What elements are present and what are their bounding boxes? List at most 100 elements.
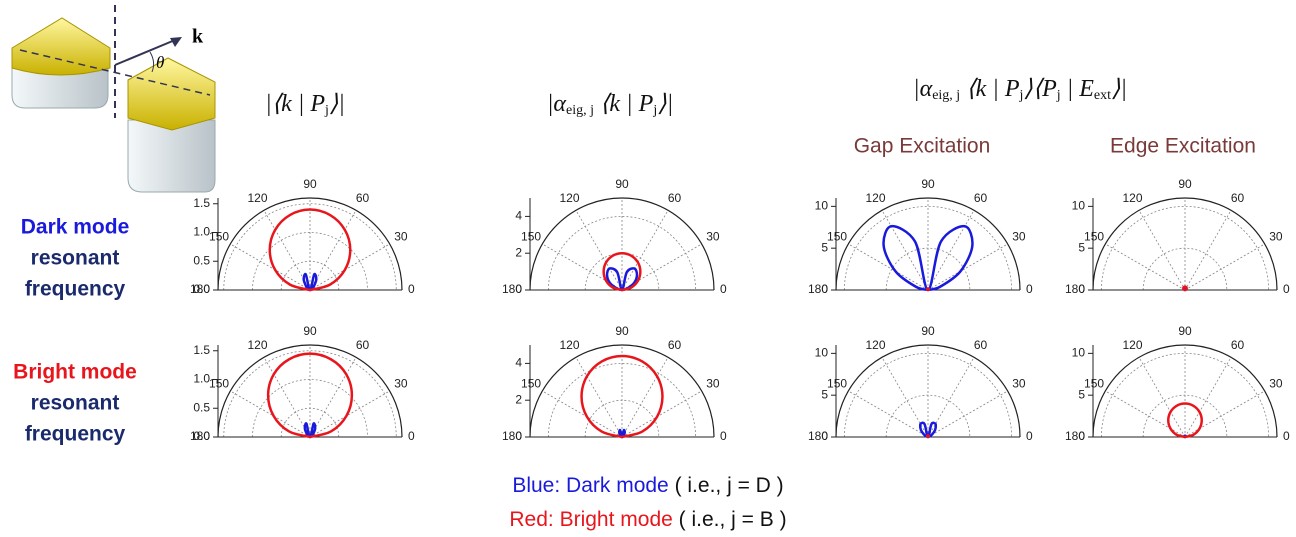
legend-part: Blue: Dark mode bbox=[512, 474, 668, 497]
polar-chart: 0 2 4 0 30 60 90 120 150 180 bbox=[502, 177, 727, 296]
angle-grid bbox=[1105, 390, 1186, 438]
angle-label: 180 bbox=[1065, 429, 1085, 443]
polar-curve bbox=[925, 434, 931, 439]
grid-circle bbox=[223, 203, 397, 291]
angle-label: 60 bbox=[356, 338, 370, 352]
angle-label: 120 bbox=[247, 191, 267, 205]
right-gold bbox=[127, 57, 216, 131]
formula-part: ⟨k | P bbox=[960, 76, 1020, 102]
y-tick-label: 2 bbox=[515, 245, 522, 259]
formula: |αeig, j ⟨k | Pj⟩| bbox=[547, 91, 673, 119]
angle-label: 30 bbox=[1012, 230, 1026, 244]
legend-line: Blue: Dark mode ( i.e., j = D ) bbox=[512, 474, 783, 497]
grid-circle bbox=[223, 350, 397, 438]
y-tick-label: 10 bbox=[815, 346, 829, 360]
outer-arc bbox=[1092, 344, 1278, 438]
angle-grid bbox=[1138, 210, 1186, 291]
outer-arc bbox=[1092, 197, 1278, 291]
y-tick-label: 5 bbox=[821, 387, 828, 401]
angle-grid bbox=[309, 243, 390, 291]
y-tick-label: 5 bbox=[821, 240, 828, 254]
polar-curve bbox=[580, 354, 664, 439]
y-tick-label: 0.5 bbox=[193, 400, 210, 414]
angle-label: 180 bbox=[190, 282, 210, 296]
formula-part: eig, j bbox=[932, 88, 960, 103]
arrowhead bbox=[170, 37, 182, 47]
right-base bbox=[127, 119, 216, 193]
angle-grid bbox=[621, 210, 669, 291]
angle-label: 60 bbox=[356, 191, 370, 205]
y-tick-label: 2 bbox=[515, 392, 522, 406]
angle-grid bbox=[230, 390, 311, 438]
angle-label: 180 bbox=[1065, 282, 1085, 296]
angle-grid bbox=[263, 357, 311, 438]
angle-label: 0 bbox=[720, 282, 727, 296]
angle-label: 90 bbox=[1178, 177, 1192, 191]
formula-part: |α bbox=[913, 76, 933, 102]
outer-arc bbox=[529, 344, 715, 438]
nanoprism-diagram: k θ bbox=[11, 5, 216, 193]
angle-label: 90 bbox=[1178, 324, 1192, 338]
polar-curve bbox=[303, 422, 317, 439]
angle-label: 60 bbox=[974, 191, 988, 205]
grid-circle bbox=[252, 232, 368, 291]
angle-grid bbox=[1105, 243, 1186, 291]
angle-label: 30 bbox=[706, 230, 720, 244]
legend-part: Red: Bright mode bbox=[509, 508, 672, 531]
formula-part: j bbox=[1018, 88, 1023, 103]
angle-label: 0 bbox=[1283, 282, 1290, 296]
theta-arc bbox=[149, 51, 155, 73]
legend: Blue: Dark mode ( i.e., j = D ) Red: Brig… bbox=[509, 474, 786, 531]
formula-part: ⟩⟨P bbox=[1023, 76, 1057, 102]
y-tick-label: 0.5 bbox=[193, 253, 210, 267]
angle-label: 120 bbox=[559, 191, 579, 205]
angle-label: 60 bbox=[974, 338, 988, 352]
angle-grid bbox=[1184, 357, 1232, 438]
grid-circle bbox=[548, 216, 696, 291]
y-tick-label: 4 bbox=[515, 209, 522, 223]
y-tick-label: 0 bbox=[515, 429, 522, 443]
angle-grid bbox=[621, 357, 669, 438]
angle-grid bbox=[621, 390, 702, 438]
formula-part: j bbox=[1056, 88, 1061, 103]
angle-label: 30 bbox=[706, 377, 720, 391]
y-tick-label: 5 bbox=[1078, 387, 1085, 401]
angle-grid bbox=[848, 243, 929, 291]
angle-label: 30 bbox=[1269, 230, 1283, 244]
polar-chart: 0 5 10 0 30 60 90 120 150 180 bbox=[1065, 324, 1290, 443]
formula: |αeig, j ⟨k | Pj⟩⟨Pj | Eext⟩| bbox=[913, 76, 1127, 104]
y-tick-label: 4 bbox=[515, 356, 522, 370]
angle-grid bbox=[230, 243, 311, 291]
angle-label: 180 bbox=[808, 429, 828, 443]
angle-label: 150 bbox=[209, 377, 229, 391]
polar-curve bbox=[1167, 402, 1203, 439]
row-label: resonant bbox=[31, 392, 120, 415]
angle-grid bbox=[309, 210, 357, 291]
angle-label: 30 bbox=[394, 377, 408, 391]
angle-grid bbox=[263, 210, 311, 291]
gap-excitation: Gap Excitation bbox=[854, 135, 991, 158]
angle-grid bbox=[927, 243, 1008, 291]
polar-chart: 0 2 4 0 30 60 90 120 150 180 bbox=[502, 324, 727, 443]
angle-label: 180 bbox=[502, 429, 522, 443]
y-tick-label: 0.0 bbox=[193, 429, 210, 443]
formula-part: eig, j bbox=[566, 103, 594, 118]
angle-label: 150 bbox=[209, 230, 229, 244]
angle-label: 30 bbox=[1012, 377, 1026, 391]
angle-label: 0 bbox=[1026, 282, 1033, 296]
angle-label: 150 bbox=[1084, 230, 1104, 244]
y-tick-label: 1.0 bbox=[193, 372, 210, 386]
formula: |⟨k | Pj⟩| bbox=[265, 91, 345, 119]
angle-label: 150 bbox=[827, 377, 847, 391]
y-tick-label: 1.0 bbox=[193, 225, 210, 239]
outer-arc bbox=[835, 197, 1021, 291]
angle-label: 180 bbox=[190, 429, 210, 443]
grid-circle bbox=[252, 379, 368, 438]
y-tick-label: 0 bbox=[515, 282, 522, 296]
angle-label: 90 bbox=[303, 324, 317, 338]
angle-label: 150 bbox=[827, 230, 847, 244]
angle-grid bbox=[542, 243, 623, 291]
angle-label: 120 bbox=[865, 338, 885, 352]
formula-part: |α bbox=[547, 91, 567, 117]
